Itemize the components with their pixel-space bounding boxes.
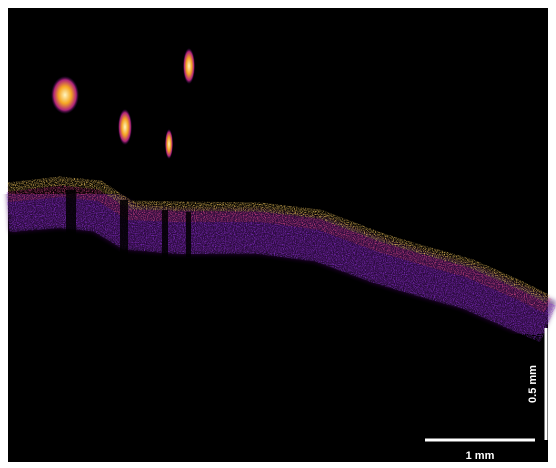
horizontal-scale-label: 1 mm bbox=[466, 450, 495, 462]
oct-image: 0.5 mm 1 mm bbox=[0, 0, 556, 468]
vertical-scale-label: 0.5 mm bbox=[527, 365, 539, 403]
page: 0.5 mm 1 mm (() => { const data = JSON.p… bbox=[0, 0, 556, 468]
